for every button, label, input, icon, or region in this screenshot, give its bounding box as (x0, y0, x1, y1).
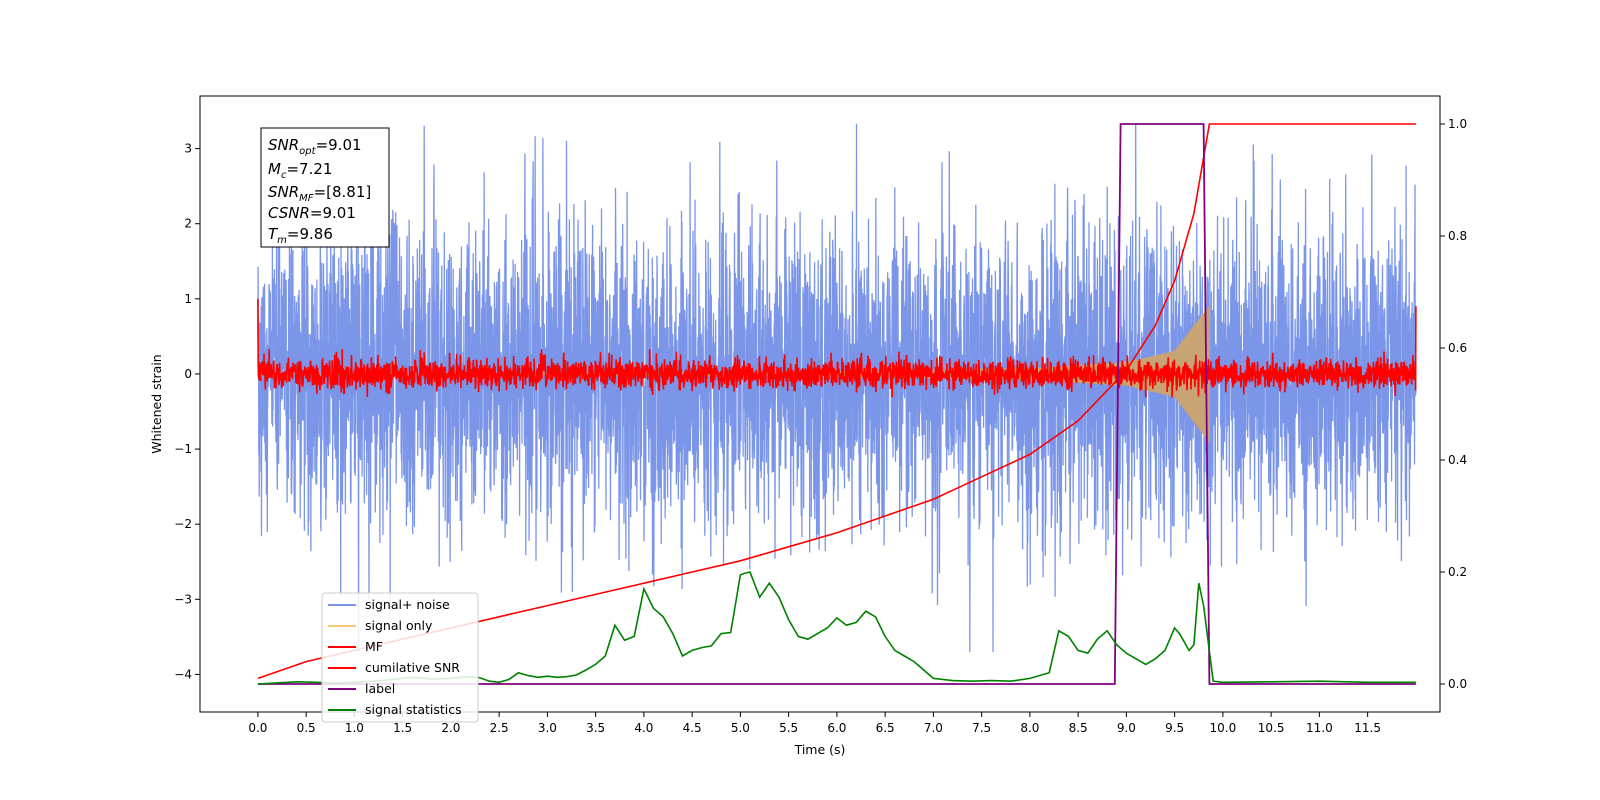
y-right-tick-label: 0.8 (1448, 229, 1467, 243)
svg-text:CSNR=9.01: CSNR=9.01 (268, 204, 356, 222)
svg-text:signal statistics: signal statistics (365, 702, 462, 717)
x-tick-label: 11.5 (1354, 721, 1381, 735)
axes-frame (199, 95, 1441, 713)
legend-entry-cumulative-snr: cumilative SNR (328, 660, 460, 675)
svg-text:cumilative SNR: cumilative SNR (365, 660, 460, 675)
y-left-tick-label: 0 (184, 367, 192, 381)
x-tick-label: 10.5 (1258, 721, 1285, 735)
info-box: SNRopt=9.01 Mc=7.21 SNRMF=[8.81] CSNR=9.… (260, 127, 390, 248)
x-tick-label: 11.0 (1306, 721, 1333, 735)
x-axis-ticks: 0.0 0.5 1.0 1.5 2.0 2.5 3.0 3.5 4.0 4.5 5.0 5.5 6.0 6… (248, 712, 1381, 735)
y-right-tick-label: 0.6 (1448, 341, 1467, 355)
svg-text:signal+ noise: signal+ noise (365, 597, 450, 612)
svg-text:label: label (365, 681, 395, 696)
label-series (257, 123, 1416, 685)
x-axis-label: Time (s) (794, 742, 846, 757)
y-axis-label: Whitened strain (149, 354, 164, 453)
x-tick-label: 5.5 (779, 721, 798, 735)
y-left-tick-label: 3 (184, 142, 192, 156)
legend: signal+ noise signal only MF cumilative … (321, 592, 479, 723)
legend-entry-mf: MF (328, 639, 383, 654)
svg-text:MF: MF (365, 639, 383, 654)
x-tick-label: 2.0 (441, 721, 460, 735)
svg-text:Mc=7.21: Mc=7.21 (268, 160, 332, 181)
legend-entry-signal-noise: signal+ noise (328, 597, 450, 612)
svg-text:Tm=9.86: Tm=9.86 (268, 225, 333, 246)
x-tick-label: 7.0 (924, 721, 943, 735)
legend-entry-signal-only: signal only (328, 618, 433, 633)
y-left-tick-label: 1 (184, 292, 192, 306)
x-tick-label: 0.5 (297, 721, 316, 735)
y-left-tick-label: −2 (174, 517, 192, 531)
y-left-tick-label: −3 (174, 592, 192, 606)
y-right-tick-label: 0.2 (1448, 565, 1467, 579)
x-tick-label: 7.5 (972, 721, 991, 735)
x-tick-label: 1.0 (345, 721, 364, 735)
y-right-tick-label: 1.0 (1448, 117, 1467, 131)
signal-statistics-series (257, 571, 1416, 685)
x-tick-label: 8.5 (1069, 721, 1088, 735)
y-right-tick-label: 0.0 (1448, 677, 1467, 691)
x-tick-label: 9.5 (1165, 721, 1184, 735)
x-tick-label: 2.5 (490, 721, 509, 735)
x-tick-label: 8.0 (1020, 721, 1039, 735)
y-axis-right-ticks: 0.0 0.2 0.4 0.6 0.8 1.0 (1440, 117, 1467, 691)
signal-noise-series (257, 123, 1417, 652)
y-right-tick-label: 0.4 (1448, 453, 1467, 467)
mf-series (257, 298, 1417, 398)
x-tick-label: 10.0 (1210, 721, 1237, 735)
x-tick-label: 5.0 (731, 721, 750, 735)
x-tick-label: 4.5 (683, 721, 702, 735)
x-tick-label: 3.0 (538, 721, 557, 735)
x-tick-label: 1.5 (393, 721, 412, 735)
x-tick-label: 6.5 (876, 721, 895, 735)
x-tick-label: 6.0 (827, 721, 846, 735)
y-left-tick-label: −4 (174, 667, 192, 681)
y-left-tick-label: −1 (174, 442, 192, 456)
x-tick-label: 3.5 (586, 721, 605, 735)
x-tick-label: 4.0 (634, 721, 653, 735)
svg-text:signal only: signal only (365, 618, 433, 633)
legend-entry-label: label (328, 681, 395, 696)
x-tick-label: 0.0 (248, 721, 267, 735)
x-tick-label: 9.0 (1117, 721, 1136, 735)
svg-text:SNRopt=9.01: SNRopt=9.01 (268, 136, 362, 157)
svg-text:SNRMF=[8.81]: SNRMF=[8.81] (268, 183, 371, 204)
y-axis-left-ticks: −4 −3 −2 −1 0 1 2 3 (174, 142, 200, 681)
legend-entry-signal-statistics: signal statistics (328, 702, 462, 717)
y-left-tick-label: 2 (184, 217, 192, 231)
